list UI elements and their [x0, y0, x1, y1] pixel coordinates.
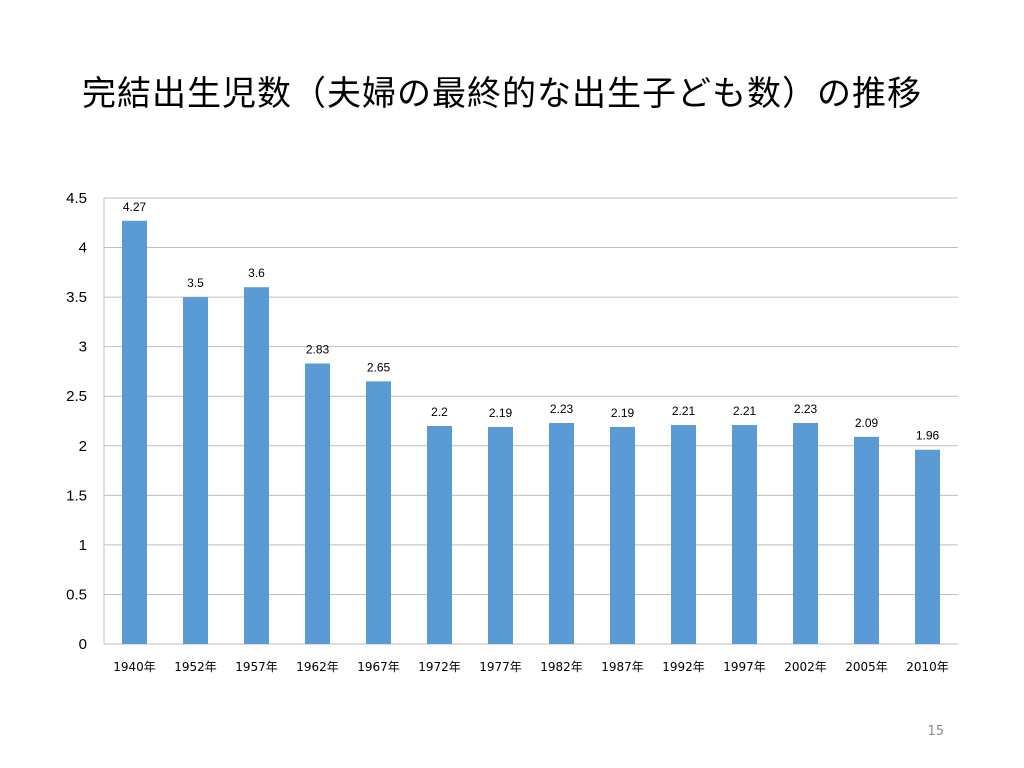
- x-tick-label: 1982年: [540, 660, 583, 674]
- data-label: 1.96: [916, 429, 940, 443]
- data-labels: 4.27 3.5 3.6 2.83 2.65 2.2 2.19 2.23 2.19 2.21 2.2…: [123, 200, 940, 443]
- y-tick-label: 0: [79, 636, 87, 653]
- slide-title: 完結出生児数（夫婦の最終的な出生子ども数）の推移: [82, 74, 922, 114]
- data-label: 2.19: [489, 406, 513, 420]
- x-axis-tick-labels: 1940年 1952年 1957年 1962年 1967年 1972年 1977年 1982年…: [113, 660, 949, 674]
- y-tick-label: 3.5: [66, 289, 87, 306]
- data-label: 2.19: [611, 406, 635, 420]
- y-tick-label: 2.5: [66, 388, 87, 405]
- bar: [915, 449, 940, 644]
- x-tick-label: 1997年: [723, 660, 766, 674]
- bar: [854, 436, 879, 644]
- bar: [122, 220, 147, 644]
- x-tick-label: 1957年: [235, 660, 278, 674]
- bar: [671, 424, 696, 644]
- y-tick-label: 1: [79, 537, 87, 554]
- x-tick-label: 1972年: [418, 660, 461, 674]
- data-label: 2.2: [431, 405, 448, 419]
- bar: [488, 426, 513, 644]
- x-tick-label: 1987年: [601, 660, 644, 674]
- bar: [244, 287, 269, 644]
- x-tick-label: 2002年: [784, 660, 827, 674]
- x-tick-label: 1940年: [113, 660, 156, 674]
- y-tick-label: 3: [79, 339, 87, 356]
- bar: [305, 363, 330, 644]
- data-label: 2.23: [794, 402, 818, 416]
- bar: [793, 422, 818, 644]
- bar: [732, 424, 757, 644]
- data-label: 2.21: [672, 404, 696, 418]
- data-label: 2.21: [733, 404, 757, 418]
- data-label: 3.6: [248, 266, 265, 280]
- bar: [183, 297, 208, 644]
- x-tick-label: 2005年: [845, 660, 888, 674]
- x-tick-label: 2010年: [906, 660, 949, 674]
- y-tick-label: 4.5: [66, 190, 87, 207]
- page-number: 15: [927, 724, 944, 739]
- data-label: 2.09: [855, 416, 879, 430]
- data-label: 2.83: [306, 343, 330, 357]
- x-tick-label: 1962年: [296, 660, 339, 674]
- data-label: 2.23: [550, 402, 574, 416]
- data-label: 2.65: [367, 360, 391, 374]
- x-tick-label: 1992年: [662, 660, 705, 674]
- y-tick-label: 1.5: [66, 487, 87, 504]
- bar: [427, 425, 452, 644]
- x-tick-label: 1967年: [357, 660, 400, 674]
- data-label: 3.5: [187, 276, 204, 290]
- y-tick-label: 2: [79, 438, 87, 455]
- x-tick-label: 1952年: [174, 660, 217, 674]
- bar: [366, 381, 391, 644]
- data-label: 4.27: [123, 200, 147, 214]
- x-tick-label: 1977年: [479, 660, 522, 674]
- bar: [549, 422, 574, 644]
- bars: [122, 220, 940, 644]
- y-tick-label: 0.5: [66, 586, 87, 603]
- y-tick-label: 4: [79, 240, 87, 257]
- y-axis-tick-labels: 0 0.5 1 1.5 2 2.5 3 3.5 4 4.5: [66, 190, 87, 653]
- gridlines: [103, 197, 958, 645]
- bar: [610, 426, 635, 644]
